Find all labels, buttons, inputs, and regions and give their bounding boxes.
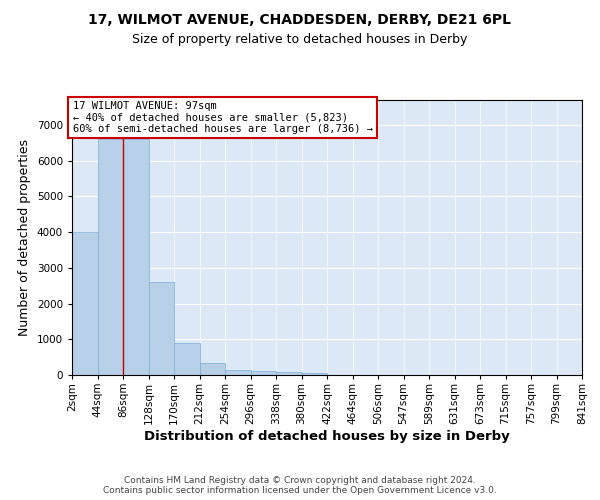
X-axis label: Distribution of detached houses by size in Derby: Distribution of detached houses by size … (144, 430, 510, 442)
Bar (97, 140, 123, 375)
Text: Contains HM Land Registry data © Crown copyright and database right 2024.
Contai: Contains HM Land Registry data © Crown c… (103, 476, 497, 495)
Text: Size of property relative to detached houses in Derby: Size of property relative to detached ho… (133, 32, 467, 46)
Bar (174, 343, 199, 375)
Bar (302, 373, 327, 375)
Bar (225, 370, 251, 375)
Bar (199, 362, 225, 375)
Bar (276, 372, 302, 375)
Text: 17, WILMOT AVENUE, CHADDESDEN, DERBY, DE21 6PL: 17, WILMOT AVENUE, CHADDESDEN, DERBY, DE… (89, 12, 511, 26)
Y-axis label: Number of detached properties: Number of detached properties (18, 139, 31, 336)
Bar (251, 372, 276, 375)
Text: 17 WILMOT AVENUE: 97sqm
← 40% of detached houses are smaller (5,823)
60% of semi: 17 WILMOT AVENUE: 97sqm ← 40% of detache… (73, 100, 373, 134)
Bar (149, 282, 174, 375)
Bar (72, 232, 97, 375)
Bar (123, 140, 149, 375)
